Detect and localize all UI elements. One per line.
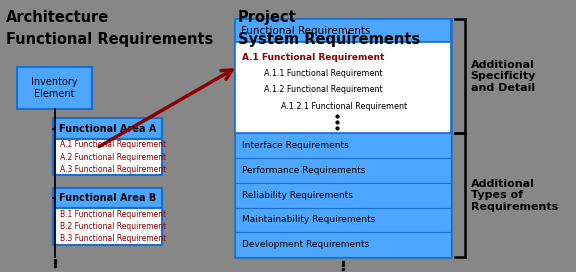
Text: Reliability Requirements: Reliability Requirements [242,191,353,200]
Text: A.1.2.1 Functional Requirement: A.1.2.1 Functional Requirement [281,101,407,111]
FancyBboxPatch shape [235,158,450,183]
Text: A.1.1 Functional Requirement: A.1.1 Functional Requirement [264,69,382,78]
Text: A.2 Functional Requirement: A.2 Functional Requirement [60,153,166,162]
FancyBboxPatch shape [17,67,92,109]
Text: Functional Area A: Functional Area A [59,123,157,134]
FancyBboxPatch shape [235,19,450,257]
FancyBboxPatch shape [235,19,450,42]
Text: B.1 Functional Requirement: B.1 Functional Requirement [60,210,166,219]
Text: A.3 Functional Requirement: A.3 Functional Requirement [60,165,166,174]
FancyBboxPatch shape [235,183,450,208]
Text: Functional Requirements: Functional Requirements [6,32,213,47]
FancyBboxPatch shape [235,208,450,232]
Text: Functional Area B: Functional Area B [59,193,156,203]
FancyBboxPatch shape [235,133,450,158]
FancyBboxPatch shape [53,139,162,175]
Text: A.1 Functional Requirement: A.1 Functional Requirement [242,52,384,62]
Text: Architecture: Architecture [6,10,109,25]
Text: A.1 Functional Requirement: A.1 Functional Requirement [60,140,166,149]
FancyBboxPatch shape [53,188,162,208]
Text: Functional Requirements: Functional Requirements [241,26,370,36]
Text: Inventory
Element: Inventory Element [31,77,78,98]
Text: System Requirements: System Requirements [238,32,420,47]
FancyBboxPatch shape [53,118,162,139]
FancyBboxPatch shape [235,42,450,133]
Text: Additional
Specificity
and Detail: Additional Specificity and Detail [471,60,536,93]
Text: Maintainability Requirements: Maintainability Requirements [242,215,375,224]
Text: A.1.2 Functional Requirement: A.1.2 Functional Requirement [264,85,383,94]
Text: Project: Project [238,10,297,25]
Text: Additional
Types of
Requirements: Additional Types of Requirements [471,178,558,212]
Text: Development Requirements: Development Requirements [242,240,369,249]
Text: B.3 Functional Requirement: B.3 Functional Requirement [60,234,166,243]
Text: Performance Requirements: Performance Requirements [242,166,365,175]
FancyBboxPatch shape [53,208,162,245]
Text: B.2 Functional Requirement: B.2 Functional Requirement [60,222,166,231]
Text: Interface Requirements: Interface Requirements [242,141,348,150]
FancyBboxPatch shape [235,232,450,257]
